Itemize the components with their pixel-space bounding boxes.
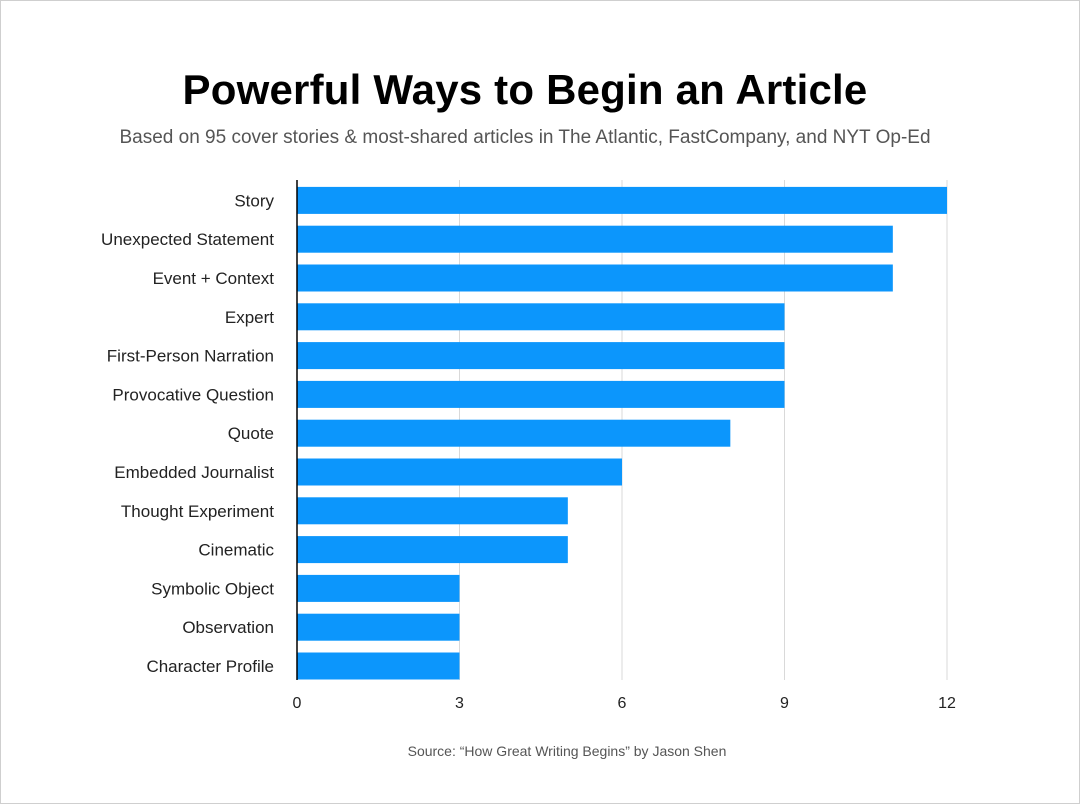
bar-embedded-journalist: [297, 458, 622, 486]
bar-first-person-narration: [297, 342, 785, 370]
bar-quote: [297, 419, 731, 447]
x-tick-label: 6: [618, 695, 627, 712]
chart-subtitle: Based on 95 cover stories & most-shared …: [119, 127, 931, 148]
bar-provocative-question: [297, 380, 785, 408]
bar-unexpected-statement: [297, 225, 893, 253]
x-tick-label: 9: [780, 695, 789, 712]
category-label: Observation: [182, 618, 274, 637]
x-tick-label: 0: [293, 695, 302, 712]
bar-character-profile: [297, 652, 460, 680]
category-label: Symbolic Object: [151, 579, 274, 598]
category-label: Cinematic: [198, 541, 274, 560]
chart-title: Powerful Ways to Begin an Article: [182, 66, 868, 113]
x-tick-label: 12: [938, 695, 956, 712]
bars: [297, 186, 947, 680]
source-note: Source: “How Great Writing Begins” by Ja…: [407, 743, 727, 759]
category-label: Quote: [228, 424, 274, 443]
labels: 0 3 6 9 12 Story Unexpected Statement Event + C…: [101, 191, 956, 712]
category-label: Provocative Question: [112, 385, 274, 404]
bar-cinematic: [297, 536, 568, 564]
bar-symbolic-object: [297, 574, 460, 602]
category-label: Event + Context: [153, 269, 275, 288]
category-label: Unexpected Statement: [101, 230, 274, 249]
bar-thought-experiment: [297, 497, 568, 525]
bar-story: [297, 186, 947, 214]
category-label: Character Profile: [146, 657, 274, 676]
bar-expert: [297, 303, 785, 331]
category-label: Story: [234, 191, 274, 210]
category-label: Expert: [225, 308, 274, 327]
bar-event-context: [297, 264, 893, 292]
category-label: Thought Experiment: [121, 502, 274, 521]
category-label: First-Person Narration: [107, 347, 274, 366]
category-label: Embedded Journalist: [114, 463, 274, 482]
bar-observation: [297, 613, 460, 641]
x-tick-label: 3: [455, 695, 464, 712]
